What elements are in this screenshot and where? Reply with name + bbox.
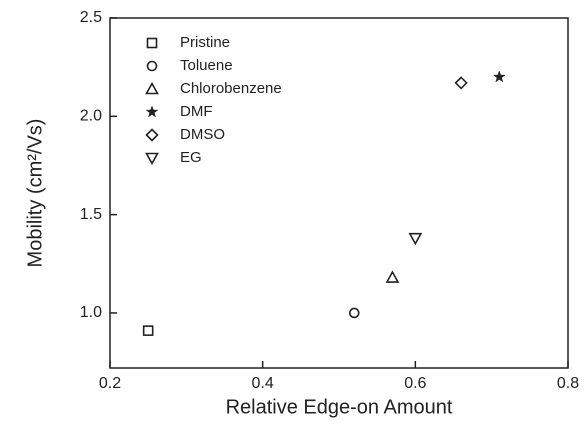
plot-frame <box>109 17 569 369</box>
legend-marker <box>146 60 158 72</box>
legend-label: Toluene <box>180 57 233 74</box>
legend-marker <box>145 152 159 166</box>
x-axis-label: Relative Edge-on Amount <box>226 396 453 418</box>
legend-marker <box>146 37 158 49</box>
x-tick-label: 0.4 <box>252 375 274 392</box>
point <box>454 76 468 90</box>
y-axis-label: Mobility (cm²/Vs) <box>24 119 46 268</box>
y-tick-label: 1.0 <box>80 304 102 321</box>
legend-label: DMF <box>180 103 213 120</box>
y-tick-label: 2.0 <box>80 108 102 125</box>
point <box>142 325 154 336</box>
x-tick-label: 0.2 <box>99 375 121 392</box>
legend-label: EG <box>180 149 202 166</box>
y-tick-label: 1.5 <box>80 206 102 223</box>
point <box>385 270 400 283</box>
point <box>492 70 506 83</box>
legend-marker <box>145 128 159 142</box>
legend-marker <box>145 105 159 118</box>
legend-label: Chlorobenzene <box>180 80 282 97</box>
x-tick-label: 0.8 <box>557 375 579 392</box>
x-tick-label: 0.6 <box>404 375 426 392</box>
legend-marker <box>145 81 159 95</box>
y-tick-label: 2.5 <box>80 9 102 26</box>
point <box>408 232 423 246</box>
legend-label: Pristine <box>180 34 230 51</box>
point <box>348 307 360 319</box>
legend-label: DMSO <box>180 126 225 143</box>
